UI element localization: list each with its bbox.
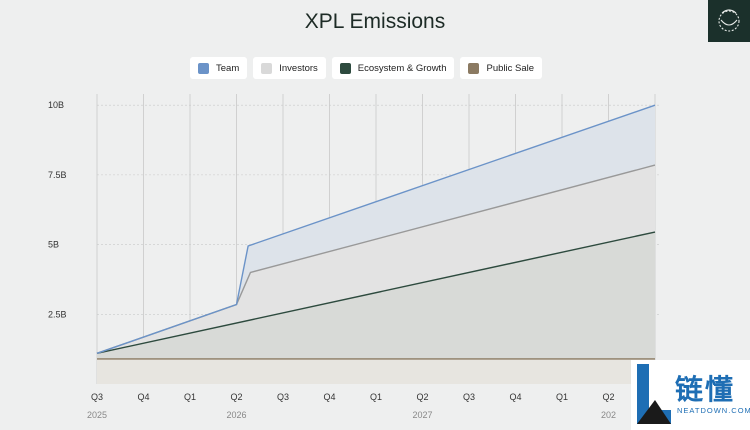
watermark-en: NEATDOWN.COM xyxy=(677,406,750,415)
x-tick-label: Q1 xyxy=(370,392,382,402)
x-tick-label: Q4 xyxy=(509,392,521,402)
legend-label: Team xyxy=(216,62,240,74)
x-year-label: 2026 xyxy=(226,410,246,420)
x-tick-label: Q2 xyxy=(230,392,242,402)
area-ecosystem-growth xyxy=(97,232,655,384)
line-layer xyxy=(96,104,656,360)
x-tick-label: Q2 xyxy=(602,392,614,402)
chart-title: XPL Emissions xyxy=(304,10,446,33)
x-tick-label: Q1 xyxy=(184,392,196,402)
legend-item-public-sale[interactable]: Public Sale xyxy=(460,57,543,79)
legend-label: Ecosystem & Growth xyxy=(357,62,447,74)
series-line-ecosystem-growth xyxy=(96,231,656,355)
legend-swatch xyxy=(198,62,209,74)
y-tick-label: 10B xyxy=(48,100,64,110)
chart-legend: Team Investors Ecosystem & Growth Public… xyxy=(190,57,543,79)
x-tick-label: Q3 xyxy=(463,392,475,402)
y-tick-label: 5B xyxy=(48,240,59,250)
x-year-label: 2027 xyxy=(412,410,432,420)
legend-item-investors[interactable]: Investors xyxy=(253,57,326,79)
x-year-label: 202 xyxy=(601,410,616,420)
x-tick-label: Q3 xyxy=(277,392,289,402)
legend-label: Investors xyxy=(279,62,318,74)
area-layer xyxy=(97,105,655,385)
legend-swatch xyxy=(339,62,351,74)
y-tick-label: 7.5B xyxy=(48,170,67,180)
x-tick-label: Q2 xyxy=(416,392,428,402)
area-public-sale xyxy=(97,358,655,384)
watermark-zh: 链懂 xyxy=(675,373,736,406)
legend-swatch xyxy=(468,62,480,74)
legend-swatch xyxy=(261,62,273,74)
series-line-team xyxy=(96,104,656,354)
neatdown-logo-icon xyxy=(637,364,671,424)
x-year-label: 2025 xyxy=(87,410,107,420)
leaf-ring-logo-icon xyxy=(708,0,750,42)
legend-item-team[interactable]: Team xyxy=(190,57,248,79)
legend-label: Public Sale xyxy=(486,62,535,74)
label-layer: 10B 7.5B 5B 2.5B Q3 Q4 Q1 Q2 Q3 Q4 Q1 Q2 Q3 Q4 Q1 Q2 202… xyxy=(48,100,616,420)
x-tick-label: Q3 xyxy=(91,392,103,402)
neatdown-watermark: 链懂 NEATDOWN.COM xyxy=(631,360,750,430)
x-tick-label: Q1 xyxy=(556,392,568,402)
x-tick-label: Q4 xyxy=(323,392,335,402)
legend-item-ecosystem-growth[interactable]: Ecosystem & Growth xyxy=(331,57,455,79)
x-tick-label: Q4 xyxy=(137,392,149,402)
y-tick-label: 2.5B xyxy=(48,309,67,319)
